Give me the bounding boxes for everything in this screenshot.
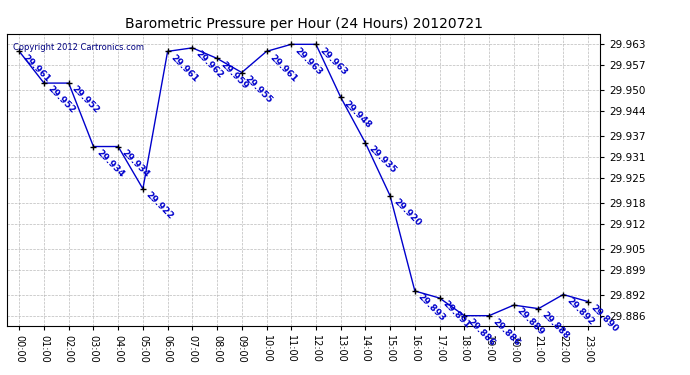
Text: 29.963: 29.963 (317, 46, 348, 77)
Text: 29.920: 29.920 (391, 197, 422, 228)
Text: Copyright 2012 Cartronics.com: Copyright 2012 Cartronics.com (13, 42, 144, 51)
Text: 29.890: 29.890 (589, 303, 620, 334)
Text: 29.934: 29.934 (95, 148, 126, 179)
Text: 29.922: 29.922 (144, 190, 175, 221)
Text: 29.893: 29.893 (416, 292, 447, 323)
Text: 29.961: 29.961 (21, 53, 52, 84)
Text: 29.961: 29.961 (169, 53, 200, 84)
Text: 29.961: 29.961 (268, 53, 299, 84)
Text: 29.892: 29.892 (564, 296, 595, 327)
Text: 29.959: 29.959 (219, 60, 250, 91)
Text: 29.952: 29.952 (46, 84, 77, 116)
Text: 29.889: 29.889 (515, 306, 546, 338)
Title: Barometric Pressure per Hour (24 Hours) 20120721: Barometric Pressure per Hour (24 Hours) … (125, 17, 482, 31)
Text: 29.886: 29.886 (466, 317, 497, 348)
Text: 29.886: 29.886 (491, 317, 522, 348)
Text: 29.935: 29.935 (367, 144, 398, 176)
Text: 29.888: 29.888 (540, 310, 571, 341)
Text: Pressure  (Inches/Hg): Pressure (Inches/Hg) (544, 25, 663, 35)
Text: 29.891: 29.891 (441, 300, 472, 330)
Text: 29.934: 29.934 (119, 148, 150, 179)
Text: 29.962: 29.962 (194, 49, 225, 80)
Text: 29.963: 29.963 (293, 46, 324, 77)
Text: 29.955: 29.955 (243, 74, 274, 105)
Text: 29.952: 29.952 (70, 84, 101, 116)
Text: 29.948: 29.948 (342, 99, 373, 130)
